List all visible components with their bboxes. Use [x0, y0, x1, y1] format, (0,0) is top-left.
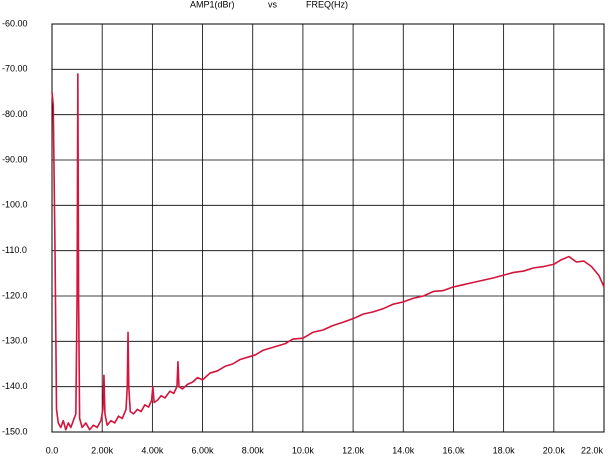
y-tick-label: -80.00 — [2, 109, 28, 119]
x-tick-label: 0.0 — [46, 445, 59, 455]
y-tick-label: -90.00 — [2, 154, 28, 164]
y-tick-label: -110.0 — [2, 245, 27, 255]
x-tick-label: 16.0k — [442, 445, 465, 455]
x-tick-label: 18.0k — [493, 445, 516, 455]
x-tick-label: 14.0k — [392, 445, 415, 455]
y-tick-label: -70.00 — [2, 64, 28, 74]
y-tick-label: -60.00 — [2, 18, 28, 28]
x-tick-label: 2.00k — [91, 445, 114, 455]
spectrum-line — [51, 73, 605, 431]
x-tick-label: 10.0k — [292, 445, 315, 455]
x-axis-title: FREQ(Hz) — [306, 0, 348, 9]
x-tick-label: 8.00k — [242, 445, 265, 455]
x-tick-label: 20.0k — [543, 445, 566, 455]
y-tick-label: -140.0 — [2, 381, 28, 391]
y-tick-label: -130.0 — [2, 336, 28, 346]
y-tick-label: -100.0 — [2, 200, 28, 210]
x-tick-label: 22.0k — [581, 445, 604, 455]
x-tick-label: 6.00k — [192, 445, 215, 455]
y-axis-title: AMP1(dBr) — [190, 0, 235, 9]
x-tick-label: 12.0k — [342, 445, 365, 455]
plot-frame — [51, 23, 605, 433]
y-tick-label: -150.0 — [2, 426, 28, 436]
y-tick-label: -120.0 — [2, 290, 28, 300]
x-tick-label: 4.00k — [141, 445, 164, 455]
title-joiner: vs — [268, 0, 278, 9]
